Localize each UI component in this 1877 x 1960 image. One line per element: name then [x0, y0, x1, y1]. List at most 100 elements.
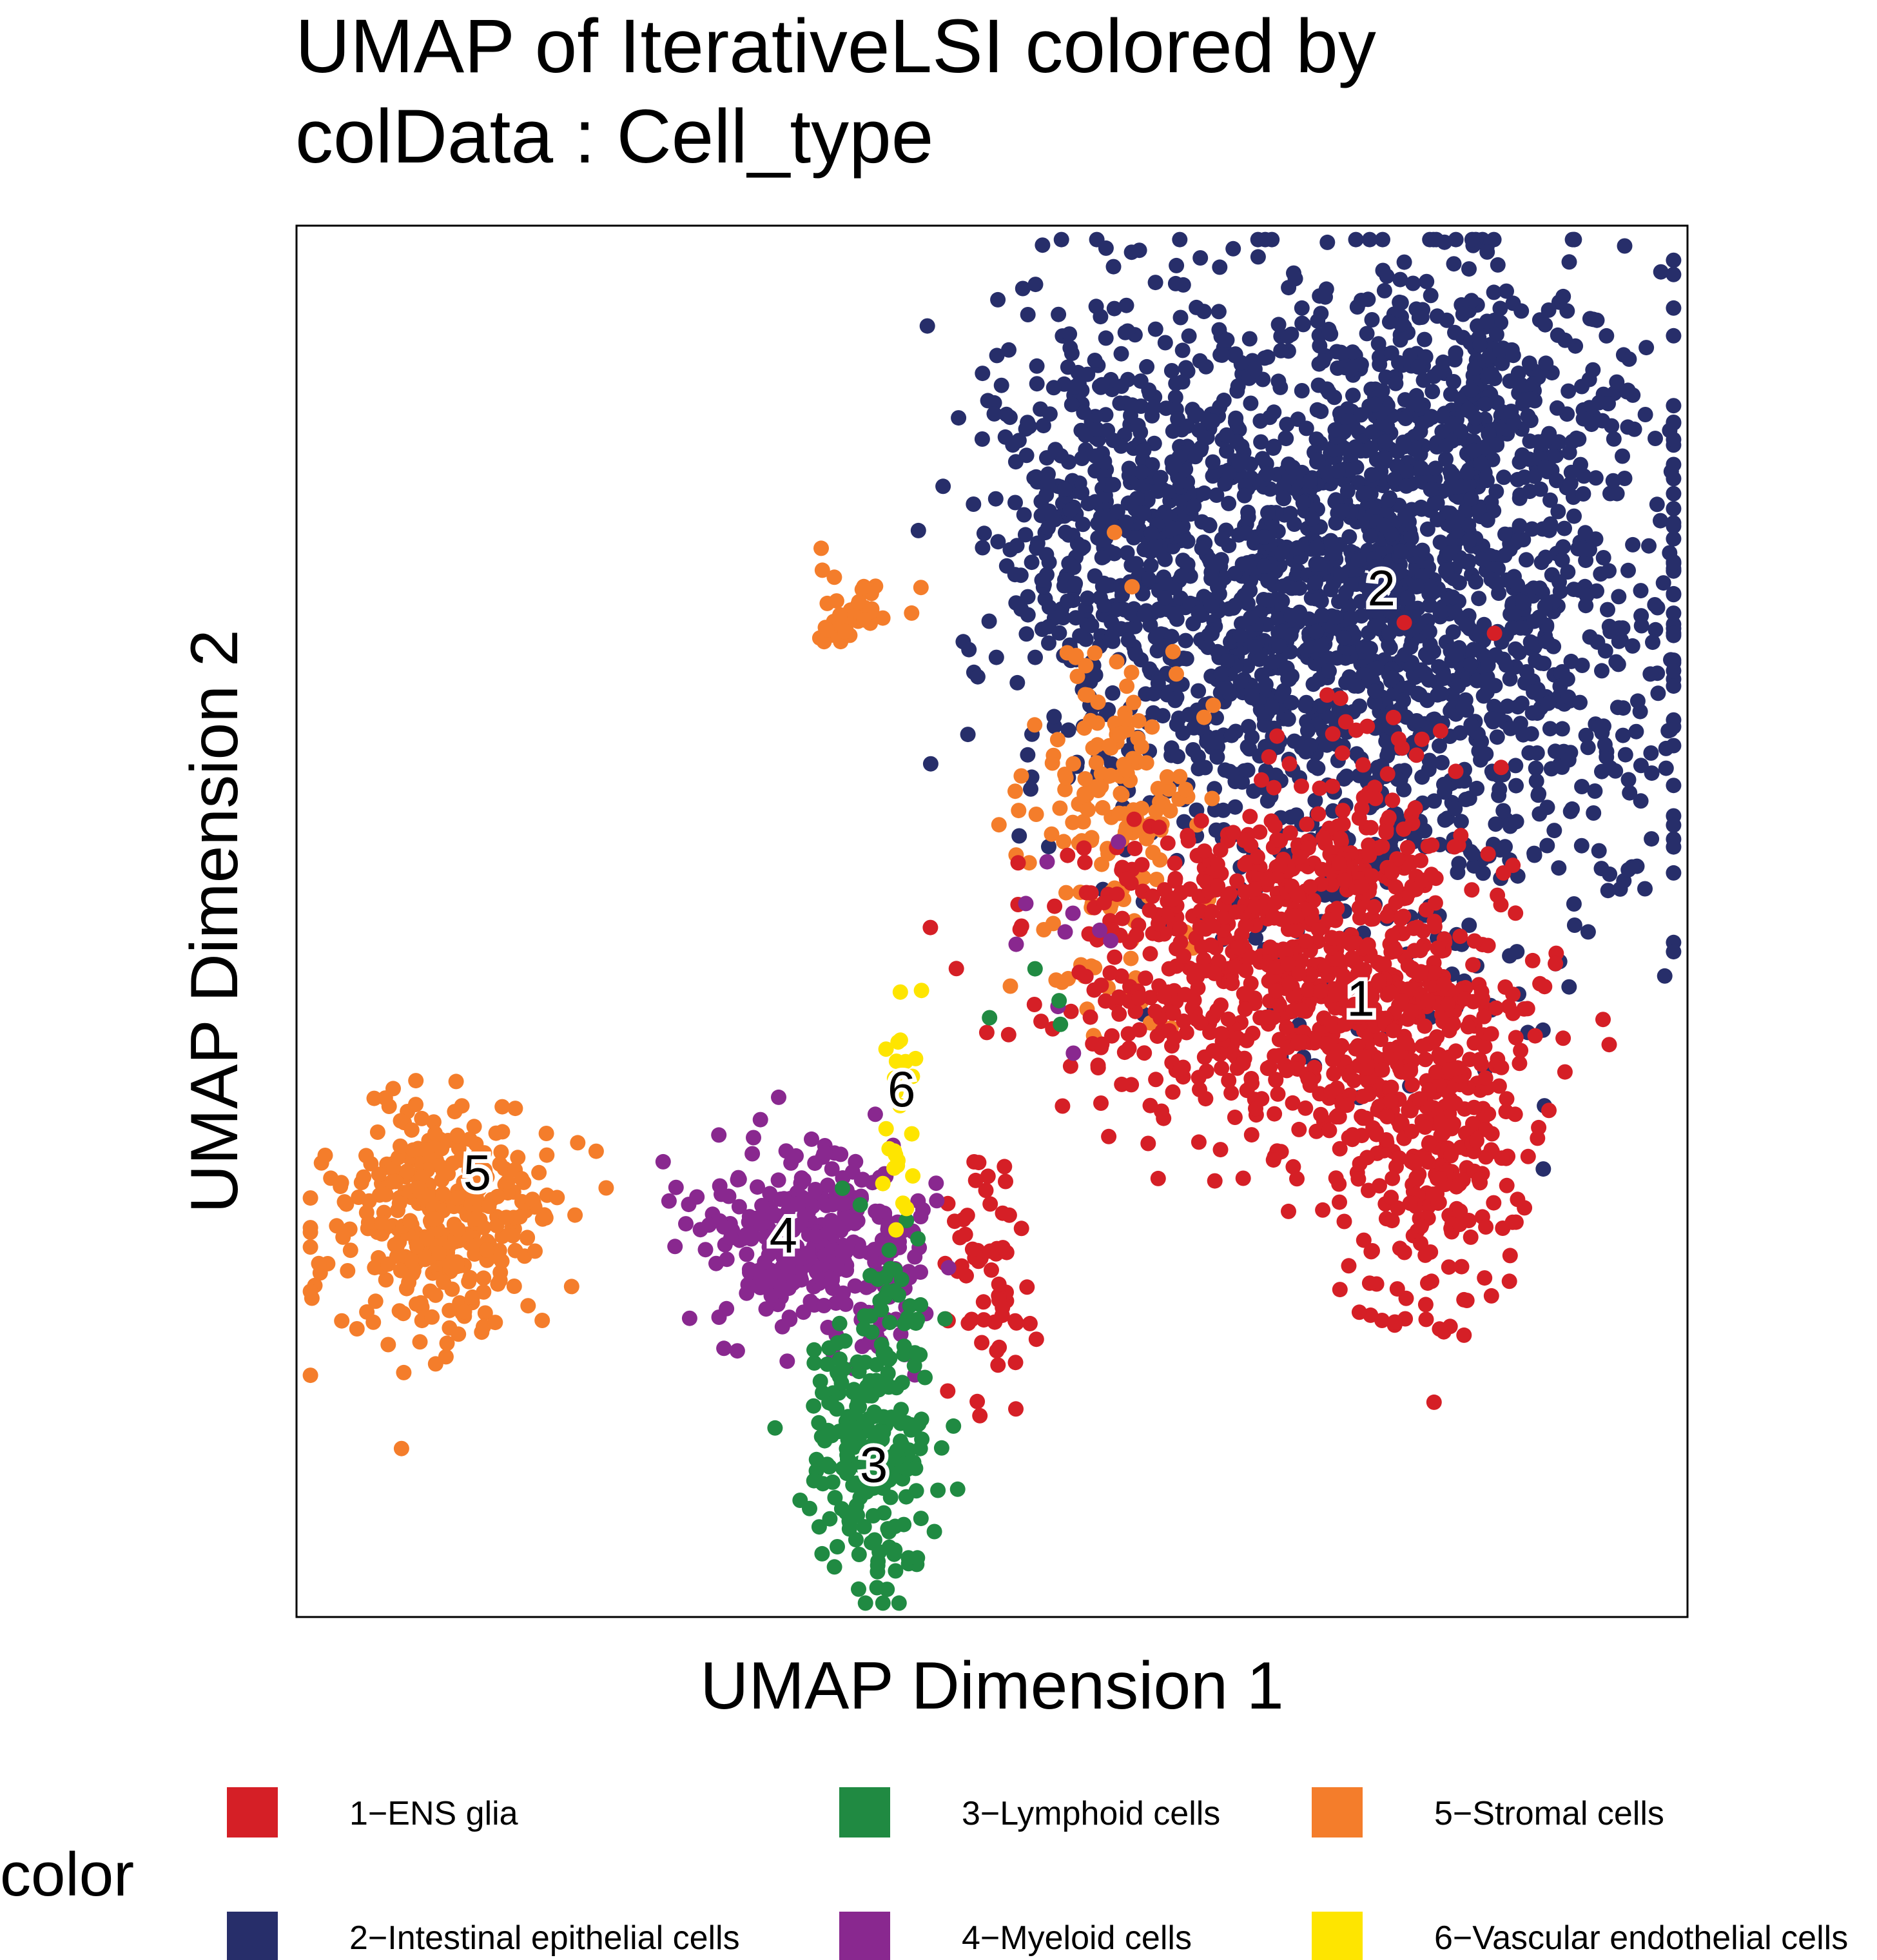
data-point	[1041, 618, 1056, 634]
data-point	[905, 1168, 921, 1184]
data-point	[1374, 838, 1390, 854]
data-point	[928, 1175, 944, 1191]
data-point	[1111, 805, 1127, 821]
data-point	[462, 1269, 478, 1286]
data-point	[1118, 514, 1134, 531]
data-point	[1396, 821, 1412, 838]
data-point	[913, 1511, 929, 1527]
data-point	[1505, 605, 1521, 621]
data-point	[1387, 1314, 1403, 1330]
data-point	[1045, 380, 1062, 396]
data-point	[1436, 976, 1452, 992]
data-point	[1262, 939, 1278, 956]
data-point	[1270, 611, 1286, 627]
data-point	[1477, 674, 1493, 689]
data-point	[816, 1298, 832, 1313]
data-point	[1459, 465, 1475, 481]
data-point	[1399, 839, 1415, 856]
data-point	[1333, 568, 1349, 584]
data-point	[1595, 1012, 1611, 1028]
data-point	[1165, 520, 1181, 536]
data-point	[1408, 1170, 1425, 1186]
data-point	[1111, 834, 1127, 850]
data-point	[1130, 730, 1146, 747]
data-point	[1038, 487, 1055, 503]
data-point	[1644, 831, 1660, 847]
cluster-label-3: 3	[860, 1436, 888, 1493]
data-point	[978, 1024, 995, 1041]
data-point	[1666, 817, 1682, 833]
data-point	[1086, 982, 1102, 998]
data-point	[1510, 1191, 1526, 1208]
data-point	[1193, 813, 1209, 829]
data-point	[1285, 460, 1301, 475]
data-point	[1044, 826, 1060, 842]
data-point	[1007, 783, 1023, 799]
data-point	[1396, 692, 1412, 709]
data-point	[1268, 983, 1284, 999]
data-point	[1236, 487, 1252, 504]
data-point	[1563, 464, 1579, 480]
data-point	[1123, 665, 1140, 680]
data-point	[1145, 845, 1161, 861]
data-point	[1328, 1170, 1344, 1186]
data-point	[1483, 1288, 1499, 1304]
data-point	[1227, 1110, 1243, 1125]
data-point	[1243, 456, 1259, 472]
data-point	[1018, 896, 1034, 912]
cluster-label-2: 2	[1368, 560, 1396, 616]
legend-label: 3−Lymphoid cells	[962, 1795, 1220, 1832]
data-point	[886, 1283, 902, 1299]
data-point	[1566, 917, 1582, 933]
data-point	[1082, 1009, 1098, 1025]
data-point	[1560, 564, 1576, 580]
data-point	[1243, 1127, 1259, 1143]
data-point	[779, 1353, 795, 1369]
data-point	[1378, 733, 1394, 749]
data-point	[1441, 1062, 1457, 1078]
data-point	[1013, 918, 1029, 934]
data-point	[1316, 830, 1331, 846]
data-point	[1283, 607, 1299, 623]
data-point	[1057, 924, 1073, 940]
data-point	[1180, 833, 1196, 848]
data-point	[1219, 653, 1235, 669]
data-point	[1522, 413, 1539, 429]
data-point	[1119, 545, 1135, 561]
data-point	[1265, 908, 1281, 925]
data-point	[1512, 645, 1527, 661]
data-point	[1341, 1258, 1357, 1274]
data-point	[1308, 623, 1325, 640]
data-point	[1165, 643, 1181, 660]
data-point	[1093, 1095, 1109, 1111]
data-point	[1232, 627, 1249, 643]
data-point	[1029, 376, 1045, 392]
data-point	[1417, 1119, 1433, 1135]
data-point	[814, 1545, 830, 1562]
data-point	[1537, 549, 1553, 565]
data-point	[1359, 326, 1375, 342]
data-point	[1319, 687, 1335, 703]
data-point	[1432, 1321, 1448, 1337]
data-point	[966, 496, 982, 512]
data-point	[1313, 638, 1329, 653]
data-point	[1597, 736, 1613, 752]
data-point	[380, 1337, 396, 1353]
data-point	[904, 1126, 920, 1142]
data-point	[1445, 624, 1461, 640]
data-point	[1484, 711, 1501, 727]
data-point	[1385, 1170, 1401, 1186]
data-point	[492, 1272, 508, 1288]
data-point	[1136, 607, 1152, 623]
data-point	[752, 1112, 768, 1128]
data-point	[1024, 554, 1040, 571]
data-point	[982, 1196, 998, 1212]
data-point	[1615, 448, 1630, 464]
data-point	[1421, 1135, 1437, 1151]
data-point	[1566, 582, 1582, 598]
data-point	[771, 1089, 786, 1105]
data-point	[976, 525, 992, 542]
data-point	[1406, 920, 1422, 936]
data-point	[1575, 486, 1591, 502]
